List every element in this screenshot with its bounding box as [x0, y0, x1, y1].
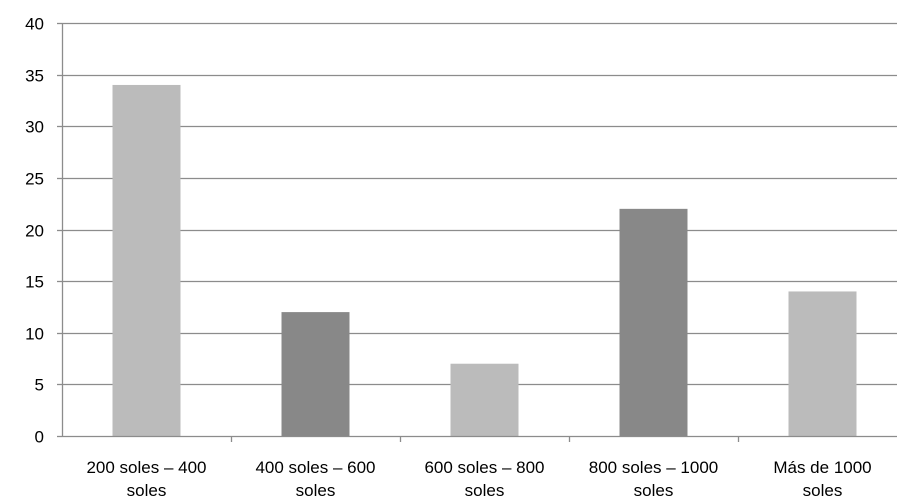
bar — [450, 363, 519, 436]
y-tick-label: 30 — [25, 118, 44, 137]
bar — [281, 312, 350, 436]
y-tick-label: 5 — [35, 376, 44, 395]
x-tick-label: 200 soles – 400 — [86, 458, 206, 477]
y-tick-labels: 0 5 10 15 20 25 30 35 40 — [25, 15, 44, 447]
x-tick-label: soles — [634, 481, 674, 500]
bar — [112, 84, 181, 436]
x-tick-label: soles — [296, 481, 336, 500]
axes — [57, 22, 897, 442]
x-category-labels: 200 soles – 400 soles 400 soles – 600 soles… — [86, 458, 871, 500]
x-tick-label: soles — [465, 481, 505, 500]
y-tick-label: 15 — [25, 273, 44, 292]
bar — [788, 291, 857, 436]
x-tick-label: Más de 1000 — [773, 458, 871, 477]
bars — [112, 84, 857, 436]
y-tick-label: 0 — [35, 428, 44, 447]
gridlines — [62, 22, 897, 386]
x-tick-label: 400 soles – 600 — [255, 458, 375, 477]
x-tick-label: soles — [127, 481, 167, 500]
x-tick-label: soles — [803, 481, 843, 500]
y-tick-label: 35 — [25, 67, 44, 86]
y-tick-label: 10 — [25, 325, 44, 344]
x-tick-label: 600 soles – 800 — [424, 458, 544, 477]
x-tick-label: 800 soles – 1000 — [589, 458, 719, 477]
y-tick-label: 40 — [25, 15, 44, 34]
bar — [619, 208, 688, 436]
y-tick-label: 20 — [25, 222, 44, 241]
y-tick-label: 25 — [25, 170, 44, 189]
